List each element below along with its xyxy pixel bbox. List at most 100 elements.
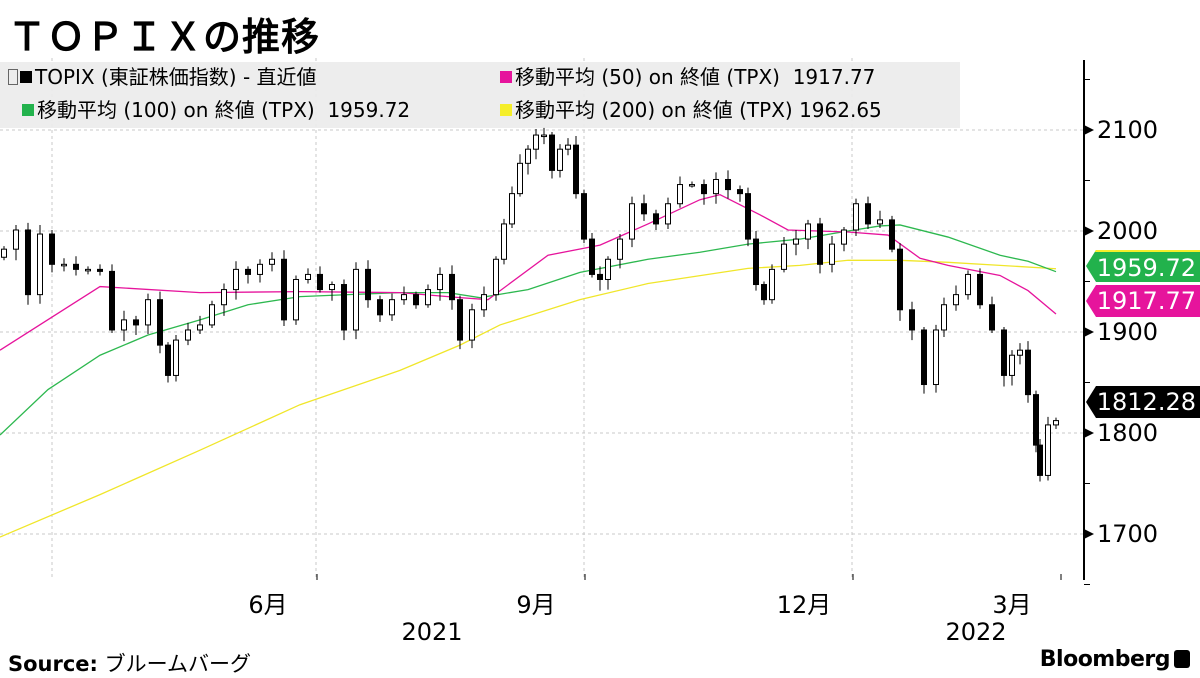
candle-up xyxy=(329,284,335,291)
candle-down xyxy=(989,304,995,331)
candle-down xyxy=(317,273,323,291)
brand-text: Bloomberg xyxy=(1039,647,1171,672)
candle-down xyxy=(1025,349,1031,396)
candle-down xyxy=(549,134,555,171)
candle-down xyxy=(1037,444,1043,476)
candle-up xyxy=(257,263,263,275)
y-tick-label: 1900 xyxy=(1097,318,1159,346)
source-note: Source: ブルームバーグ xyxy=(8,648,251,678)
candle-down xyxy=(1033,394,1039,446)
candle-up xyxy=(525,148,531,164)
ma50-line xyxy=(0,193,1057,351)
candle-up xyxy=(209,304,215,326)
candle-down xyxy=(597,273,603,280)
y-tick-mark xyxy=(1084,428,1094,438)
candle-down xyxy=(281,258,287,321)
candle-up xyxy=(469,309,475,341)
candle-up xyxy=(425,289,431,306)
chart-legend: TOPIX (東証株価指数) - 直近値 移動平均 (50) on 終値 (TP… xyxy=(0,62,960,128)
candle-up xyxy=(1053,420,1059,426)
candle-down xyxy=(365,268,371,301)
candle-down xyxy=(97,268,103,272)
candle-down xyxy=(725,178,731,191)
candle-up xyxy=(617,238,623,260)
y-tick-mark xyxy=(1084,327,1094,337)
candle-up xyxy=(841,229,847,245)
legend-label: 移動平均 (200) on 終値 (TPX) xyxy=(515,98,793,122)
candle-down xyxy=(865,203,871,225)
legend-swatch xyxy=(22,104,34,116)
candle-up xyxy=(517,162,523,195)
source-value: ブルームバーグ xyxy=(104,652,252,676)
candle-up xyxy=(953,294,959,306)
candle-down xyxy=(413,294,419,306)
candle-up xyxy=(481,294,487,311)
source-label: Source: xyxy=(8,652,98,676)
candle-down xyxy=(341,284,347,331)
year-label: 2021 xyxy=(401,618,463,646)
candle-up xyxy=(1017,349,1023,356)
candle-up xyxy=(965,273,971,296)
y-tick-label: 1800 xyxy=(1097,419,1159,447)
candle-up xyxy=(61,263,67,267)
candle-down xyxy=(589,238,595,275)
candle-up xyxy=(293,278,299,321)
legend-value: 1959.72 xyxy=(327,98,411,122)
legend-item-ma50: 移動平均 (50) on 終値 (TPX) 1917.77 xyxy=(500,62,875,92)
legend-value: 1917.77 xyxy=(792,65,876,89)
candle-up xyxy=(933,329,939,386)
candle-down xyxy=(457,299,463,341)
candle-down xyxy=(897,248,903,311)
candle-down xyxy=(909,309,915,331)
candle-icon xyxy=(8,69,18,85)
y-tick-mark xyxy=(1084,226,1094,236)
y-tick-label: 2000 xyxy=(1097,217,1159,245)
candle-up xyxy=(769,268,775,301)
candle-down xyxy=(25,229,31,296)
candle-up xyxy=(1009,354,1015,376)
candle-up xyxy=(37,233,43,296)
y-tick-mark xyxy=(1084,125,1094,135)
candle-down xyxy=(573,144,579,195)
ma200-line xyxy=(0,259,1057,538)
legend-swatch xyxy=(500,71,512,83)
ma100-value-tag: 1959.72 xyxy=(1086,250,1200,282)
candle-up xyxy=(305,273,311,280)
candle-down xyxy=(701,184,707,195)
y-tick-mark xyxy=(1084,529,1094,539)
legend-label: 移動平均 (100) on 終値 (TPX) xyxy=(37,98,315,122)
candle-down xyxy=(73,263,79,270)
candle-up xyxy=(629,203,635,240)
candle-up xyxy=(1,248,7,258)
candle-down xyxy=(1001,329,1007,376)
candle-up xyxy=(941,304,947,331)
candle-down xyxy=(581,193,587,240)
legend-label: 移動平均 (50) on 終値 (TPX) xyxy=(515,65,780,89)
x-tick-label: 12月 xyxy=(776,591,832,619)
bloomberg-logo: Bloomberg xyxy=(1040,647,1190,672)
year-label: 2022 xyxy=(945,618,1007,646)
candle-down xyxy=(245,268,251,275)
legend-swatch xyxy=(500,104,512,116)
candle-up xyxy=(197,324,203,331)
candle-up xyxy=(557,148,563,171)
candle-down xyxy=(737,189,743,195)
candle-up xyxy=(565,144,571,150)
candle-up xyxy=(493,258,499,296)
candle-up xyxy=(689,184,695,187)
candle-up xyxy=(805,223,811,240)
candle-down xyxy=(133,319,139,326)
candle-up xyxy=(353,268,359,331)
legend-item-ma200: 移動平均 (200) on 終値 (TPX) 1962.65 xyxy=(500,95,882,125)
candle-up xyxy=(233,268,239,291)
bloomberg-icon xyxy=(1174,650,1190,668)
candle-down xyxy=(653,213,659,225)
candle-up xyxy=(185,329,191,341)
candle-up xyxy=(877,219,883,225)
candle-up xyxy=(605,258,611,280)
legend-item-topix: TOPIX (東証株価指数) - 直近値 xyxy=(8,62,317,92)
candle-up xyxy=(509,193,515,225)
candle-down xyxy=(157,299,163,346)
legend-label: TOPIX (東証株価指数) - 直近値 xyxy=(35,65,317,89)
